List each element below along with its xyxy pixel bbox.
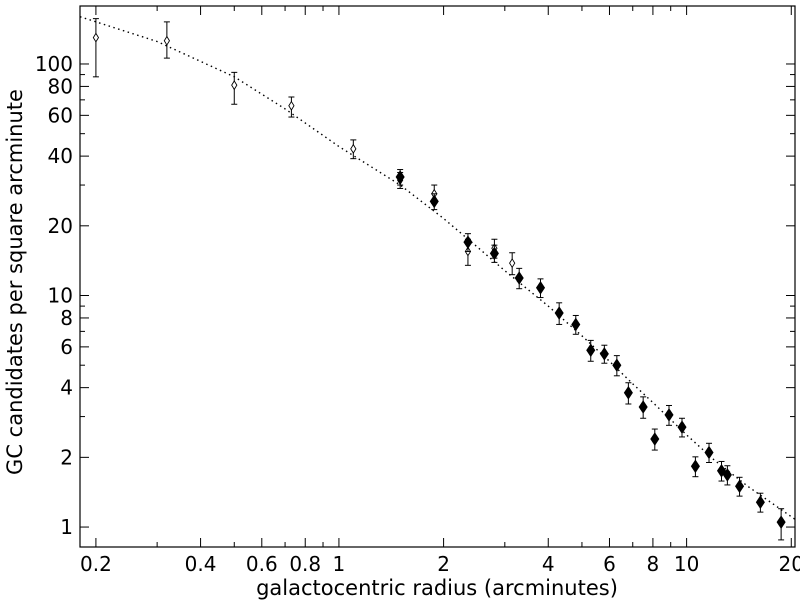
y-tick-label: 8: [60, 306, 73, 330]
data-point: [599, 344, 609, 364]
filled-diamond-marker: [586, 343, 596, 358]
data-point: [350, 139, 357, 160]
filled-diamond-marker: [716, 463, 727, 478]
open-diamond-marker: [92, 32, 100, 43]
y-tick-label: 10: [48, 284, 73, 308]
data-point: [623, 382, 633, 405]
filled-diamond-marker: [489, 246, 499, 261]
open-diamond-marker: [163, 35, 171, 46]
data-point: [509, 252, 516, 276]
x-tick-label: 6: [603, 552, 616, 576]
filled-diamond-marker: [755, 495, 765, 510]
data-point: [716, 460, 727, 482]
x-tick-label: 0.2: [80, 552, 112, 576]
data-point: [554, 302, 564, 325]
data-point: [429, 193, 439, 211]
axes-frame: [79, 5, 796, 548]
y-tick-label: 1: [60, 515, 73, 539]
filled-diamond-marker: [612, 358, 622, 373]
data-point: [650, 428, 660, 451]
filled-diamond-marker: [650, 432, 660, 446]
filled-diamond-marker: [776, 515, 786, 529]
data-point: [463, 233, 473, 252]
data-point: [489, 244, 499, 263]
filled-diamond-marker: [623, 385, 633, 400]
filled-diamond-marker: [535, 280, 546, 295]
data-point: [288, 96, 295, 118]
y-tick-label: 20: [48, 214, 73, 238]
data-point: [571, 314, 581, 335]
y-tick-label: 4: [60, 376, 73, 400]
filled-diamond-marker: [429, 194, 439, 209]
data-point: [776, 508, 786, 541]
x-tick-label: 10: [674, 552, 699, 576]
y-tick-label: 60: [48, 103, 73, 127]
data-point: [92, 18, 100, 78]
y-axis-label: GC candidates per square arcminute: [3, 89, 27, 475]
open-diamond-marker: [231, 80, 238, 91]
data-point: [586, 339, 596, 362]
data-point: [535, 278, 546, 299]
filled-diamond-marker: [677, 420, 687, 434]
x-axis-label: galactocentric radius (arcminutes): [256, 576, 618, 600]
x-tick-label: 0.6: [246, 552, 278, 576]
open-diamond-marker: [509, 258, 516, 269]
filled-diamond-marker: [735, 479, 745, 494]
data-point: [704, 442, 714, 464]
y-tick-label: 2: [60, 445, 73, 469]
data-point: [163, 21, 171, 59]
x-tick-label: 2: [437, 552, 450, 576]
x-tick-label: 1: [333, 552, 346, 576]
open-diamond-marker: [288, 100, 295, 111]
filled-diamond-marker: [395, 170, 405, 184]
y-tick-label: 100: [35, 52, 73, 76]
data-point: [231, 71, 238, 105]
y-tick-label: 6: [60, 335, 73, 359]
x-tick-label: 8: [647, 552, 660, 576]
data-point: [612, 355, 622, 377]
open-diamond-marker: [350, 143, 357, 154]
fit-line: [79, 16, 796, 520]
data-point: [395, 169, 405, 186]
filled-diamond-marker: [690, 459, 700, 474]
filled-diamond-marker: [463, 235, 473, 249]
x-tick-label: 4: [542, 552, 555, 576]
filled-diamond-marker: [704, 445, 714, 460]
data-point: [722, 465, 732, 486]
x-tick-label: 0.8: [289, 552, 321, 576]
filled-diamond-marker: [638, 400, 648, 414]
data-point: [638, 396, 648, 419]
data-point: [690, 456, 700, 478]
data-point: [755, 492, 765, 513]
filled-diamond-marker: [554, 306, 564, 320]
y-tick-label: 80: [48, 74, 73, 98]
data-point: [514, 267, 524, 290]
data-point: [735, 476, 745, 497]
x-tick-label: 20: [779, 552, 800, 576]
data-point: [677, 417, 687, 438]
filled-diamond-marker: [664, 408, 674, 422]
filled-diamond-marker: [571, 317, 581, 332]
y-tick-label: 40: [48, 144, 73, 168]
x-tick-label: 0.4: [185, 552, 217, 576]
filled-diamond-marker: [599, 347, 609, 361]
filled-diamond-marker: [722, 468, 732, 482]
data-point: [664, 404, 674, 426]
plot-area: [79, 16, 796, 541]
filled-diamond-marker: [514, 271, 524, 285]
